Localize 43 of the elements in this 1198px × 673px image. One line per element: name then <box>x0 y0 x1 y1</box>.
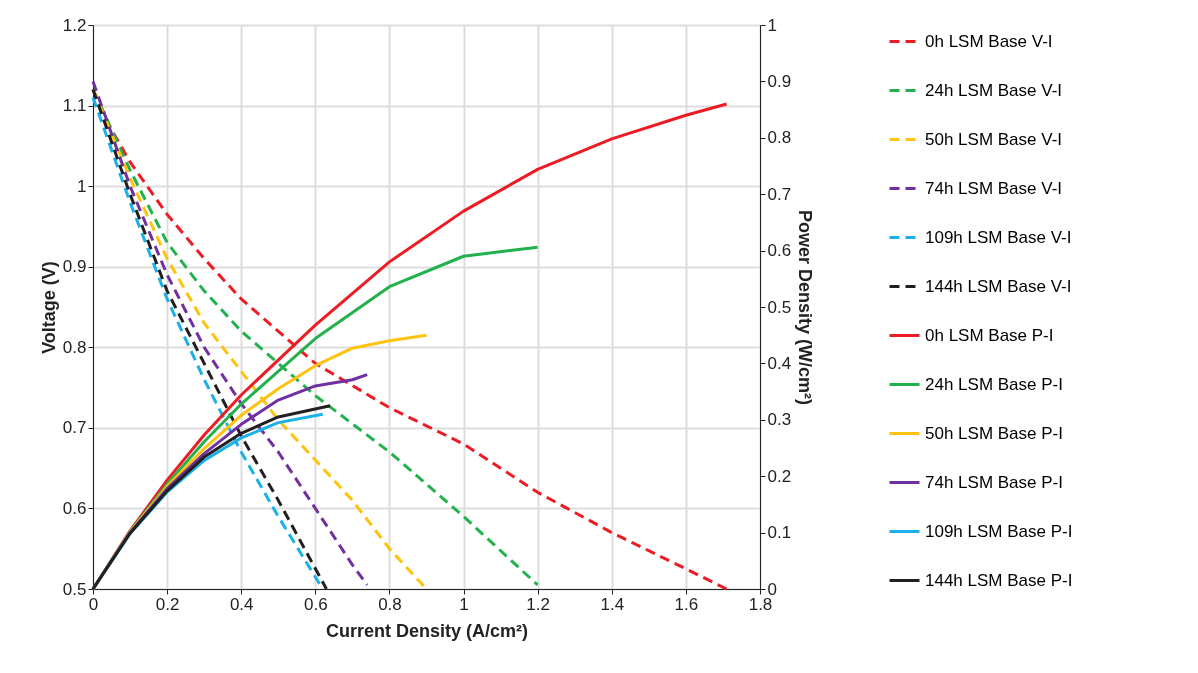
line-series <box>91 79 369 587</box>
legend-label: 24h LSM Base P-I <box>925 374 1063 394</box>
x-tick-label: 0.2 <box>155 594 180 614</box>
y2-tick-label: 0.5 <box>767 297 792 317</box>
legend-label: 74h LSM Base V-I <box>925 178 1063 198</box>
y-tick-label: 0.8 <box>62 337 87 357</box>
y2-tick-label: 0.6 <box>767 241 792 261</box>
y2-tick-label: 0.1 <box>767 523 792 543</box>
y-tick-label: 0.6 <box>62 498 87 518</box>
y2-tick-label: 1 <box>767 15 777 35</box>
y-tick-label: 1.2 <box>62 15 87 35</box>
y2-tick-label: 0.2 <box>767 466 792 486</box>
x-tick-label: 0 <box>88 594 99 614</box>
legend-label: 0h LSM Base V-I <box>925 31 1053 51</box>
y-tick-label: 0.7 <box>62 418 87 438</box>
legend-label: 50h LSM Base V-I <box>925 129 1063 149</box>
legend-label: 0h LSM Base P-I <box>925 325 1054 345</box>
x-tick-label: 0.6 <box>304 594 328 614</box>
y-tick-label: 1.1 <box>62 96 87 116</box>
x-tick-label: 0.8 <box>378 594 402 614</box>
y2-tick-label: 0.8 <box>767 128 792 148</box>
y2-tick-label: 0.4 <box>767 353 792 373</box>
x-tick-label: 1.4 <box>600 594 625 614</box>
legend-label: 50h LSM Base P-I <box>925 423 1063 443</box>
y-tick-label: 1 <box>77 176 87 196</box>
y2-tick-label: 0.9 <box>767 71 792 91</box>
x-tick-label: 1.2 <box>526 594 550 614</box>
x-axis-title: Current Density (A/cm²) <box>325 620 529 641</box>
y-tick-label: 0.5 <box>62 579 87 599</box>
x-tick-label: 0.4 <box>229 594 254 614</box>
x-tick-label: 1.6 <box>674 594 699 614</box>
legend-label: 144h LSM Base P-I <box>925 570 1073 590</box>
legend-label: 24h LSM Base V-I <box>925 80 1063 100</box>
legend-label: 109h LSM Base V-I <box>925 227 1072 247</box>
y2-axis-title: Power Density (W/cm²) <box>795 209 816 406</box>
x-tick-label: 1 <box>459 594 469 614</box>
y2-tick-label: 0.3 <box>767 410 792 430</box>
legend-label: 109h LSM Base P-I <box>925 521 1073 541</box>
legend-label: 74h LSM Base P-I <box>925 472 1063 492</box>
y-axis-title: Voltage (V) <box>38 261 59 354</box>
legend-label: 144h LSM Base V-I <box>925 276 1072 296</box>
y2-tick-label: 0.7 <box>767 184 792 204</box>
y-tick-label: 0.9 <box>62 257 87 277</box>
